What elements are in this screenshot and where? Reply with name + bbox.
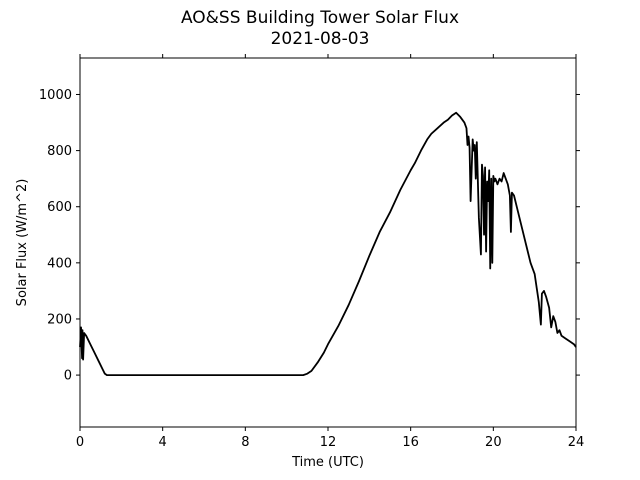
x-axis-label: Time (UTC): [291, 455, 364, 470]
x-tick-label: 16: [402, 435, 419, 450]
line-layer: [79, 111, 577, 376]
x-tick-label: 24: [568, 435, 585, 450]
y-tick-label: 200: [47, 312, 72, 327]
y-axis-label: Solar Flux (W/m^2): [15, 179, 30, 307]
x-tick-label: 4: [159, 435, 167, 450]
chart-subtitle: 2021-08-03: [270, 29, 370, 49]
y-tick-label: 0: [64, 369, 72, 384]
axes-frame: [79, 57, 577, 428]
ticks-layer: 0 4 8 12 16 20 24 0 200 400 600 800 1000: [39, 54, 584, 450]
x-tick-label: 12: [320, 435, 337, 450]
series-line-0: [79, 111, 577, 376]
x-tick-label: 8: [241, 435, 249, 450]
y-tick-label: 600: [47, 200, 72, 215]
y-tick-label: 800: [47, 144, 72, 159]
y-tick-label: 1000: [39, 88, 72, 103]
chart-title: AO&SS Building Tower Solar Flux: [180, 8, 460, 28]
y-tick-label: 400: [47, 256, 72, 271]
x-tick-label: 0: [76, 435, 84, 450]
x-tick-label: 20: [485, 435, 502, 450]
